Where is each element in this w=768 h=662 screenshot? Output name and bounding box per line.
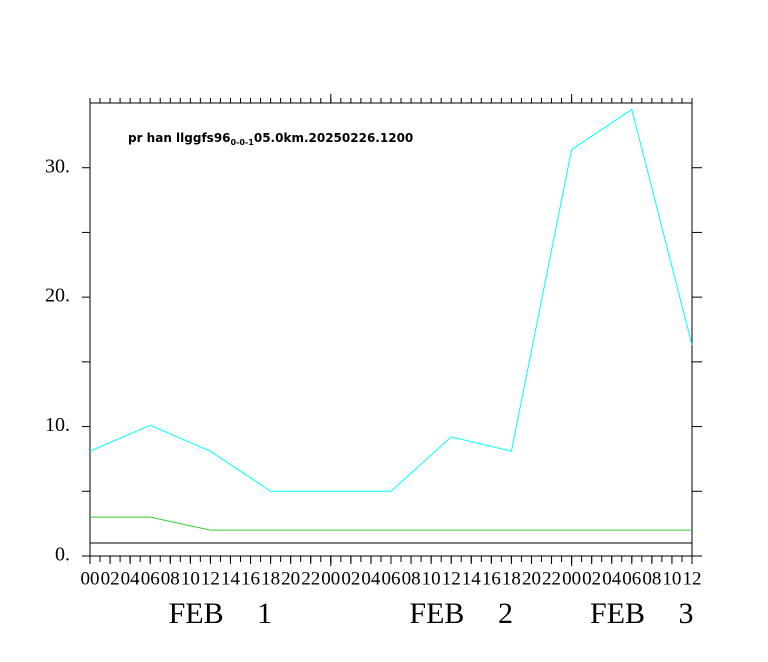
- x-tick-label: 02: [101, 568, 120, 589]
- x-tick-label: 04: [602, 568, 622, 589]
- x-tick-label: 00: [81, 568, 100, 589]
- y-tick-label: 0.: [55, 544, 70, 566]
- series-line: [89, 108, 693, 492]
- x-tick-label: 02: [341, 568, 360, 589]
- x-tick-label: 10: [422, 568, 441, 589]
- date-label: FEB 3: [590, 597, 694, 630]
- y-tick-label: 20.: [45, 285, 70, 307]
- x-tick-label: 12: [683, 568, 702, 589]
- x-tick-label: 06: [622, 568, 641, 589]
- x-tick-label: 10: [662, 568, 681, 589]
- x-tick-label: 22: [301, 568, 320, 589]
- x-tick-label: 18: [261, 568, 280, 589]
- x-tick-label: 14: [221, 568, 241, 589]
- x-tick-label: 10: [181, 568, 200, 589]
- title-sub: 0-0-1: [231, 138, 255, 147]
- x-tick-label: 08: [161, 568, 180, 589]
- x-tick-label: 08: [402, 568, 421, 589]
- x-tick-label: 20: [522, 568, 541, 589]
- x-tick-label: 04: [121, 568, 141, 589]
- x-tick-label: 12: [201, 568, 220, 589]
- x-tick-label: 02: [582, 568, 601, 589]
- x-tick-label: 12: [442, 568, 461, 589]
- x-tick-label: 18: [502, 568, 521, 589]
- x-tick-label: 06: [382, 568, 401, 589]
- date-label: FEB 2: [409, 597, 513, 630]
- x-tick-label: 22: [542, 568, 561, 589]
- y-tick-label: 30.: [45, 155, 70, 177]
- x-tick-label: 08: [642, 568, 661, 589]
- x-tick-label: 00: [562, 568, 581, 589]
- title-main: pr han llggfs96: [128, 131, 231, 145]
- x-tick-label: 16: [482, 568, 501, 589]
- series-line: [90, 516, 692, 531]
- x-tick-label: 20: [281, 568, 300, 589]
- x-tick-label: 04: [361, 568, 381, 589]
- x-tick-label: 06: [141, 568, 160, 589]
- title-rest: 05.0km.20250226.1200: [254, 131, 413, 145]
- chart-title: pr han llggfs960-0-105.0km.20250226.1200: [128, 131, 413, 147]
- x-tick-label: 14: [462, 568, 482, 589]
- plot-frame: [89, 102, 693, 557]
- date-label: FEB 1: [169, 597, 273, 630]
- y-tick-label: 10.: [45, 414, 70, 436]
- x-tick-label: 00: [321, 568, 340, 589]
- x-tick-label: 16: [241, 568, 260, 589]
